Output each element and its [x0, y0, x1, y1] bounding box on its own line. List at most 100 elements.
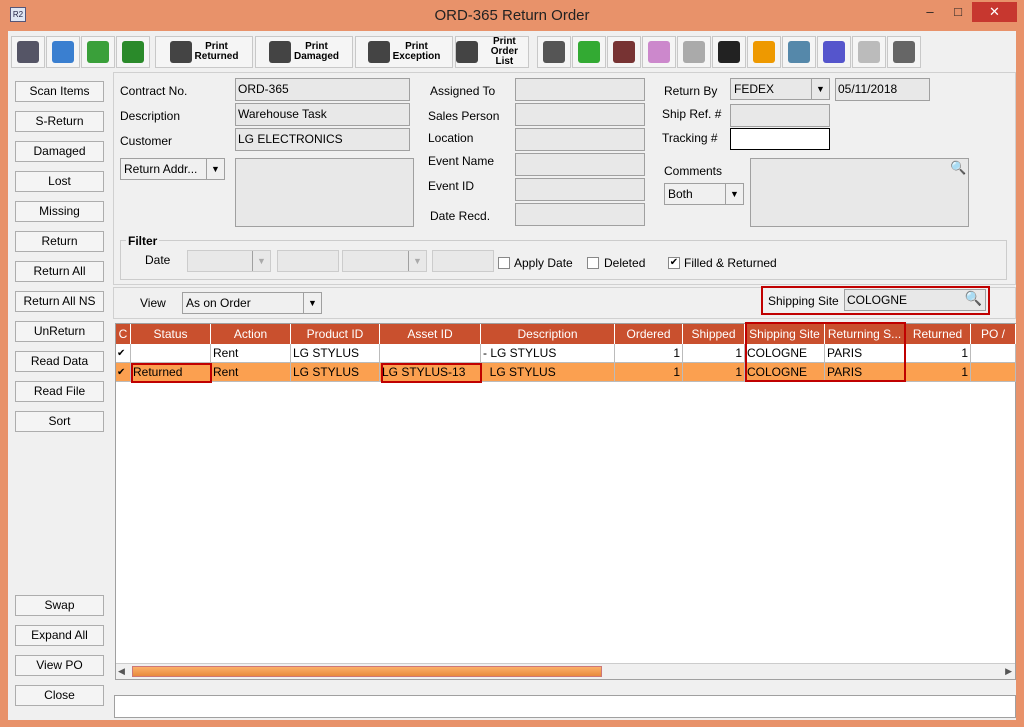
horizontal-scrollbar[interactable]: ◀ ▶: [116, 663, 1015, 679]
column-header-ordered[interactable]: Ordered: [615, 324, 683, 344]
address-field[interactable]: [235, 158, 414, 227]
return-all-button[interactable]: Return All: [15, 261, 104, 282]
tracking-field[interactable]: [730, 128, 830, 150]
return-button[interactable]: Return: [15, 231, 104, 252]
filled-returned-checkbox[interactable]: ✔: [668, 257, 680, 269]
column-header-status[interactable]: Status: [131, 324, 211, 344]
print-button-2[interactable]: Print Exception: [355, 36, 453, 68]
cell-returned: 1: [905, 363, 971, 382]
truck-button[interactable]: [887, 36, 921, 68]
date-type-select[interactable]: ▼: [187, 250, 271, 272]
cell-ordered: 1: [615, 344, 683, 363]
maximize-button[interactable]: □: [954, 4, 962, 19]
items-grid[interactable]: C Status Action Product ID Asset ID Descripti…: [115, 322, 1016, 680]
return-all-ns-button[interactable]: Return All NS: [15, 291, 104, 312]
read-data-button[interactable]: Read Data: [15, 351, 104, 372]
date-to-select[interactable]: ▼: [342, 250, 427, 272]
column-header-asset[interactable]: Asset ID: [380, 324, 481, 344]
ship-ref-field[interactable]: [730, 104, 830, 127]
cell-description: LG STYLUS: [481, 363, 615, 382]
column-header-c[interactable]: C: [116, 324, 131, 344]
print-button-3[interactable]: Print Order List: [455, 36, 529, 68]
column-header-product[interactable]: Product ID: [291, 324, 380, 344]
scanner-error-button[interactable]: [607, 36, 641, 68]
column-header-description[interactable]: Description: [481, 324, 615, 344]
view-po-button[interactable]: View PO: [15, 655, 104, 676]
zoom-button[interactable]: [116, 36, 150, 68]
printer-button[interactable]: [46, 36, 80, 68]
search-icon[interactable]: 🔍: [950, 160, 967, 175]
lost-button[interactable]: Lost: [15, 171, 104, 192]
date-to-field[interactable]: [432, 250, 494, 272]
unreturn-button[interactable]: UnReturn: [15, 321, 104, 342]
event-id-field[interactable]: [515, 178, 645, 201]
clock-button[interactable]: [852, 36, 886, 68]
contract-field[interactable]: ORD-365: [235, 78, 410, 101]
print-label-line2: Order List: [490, 46, 518, 67]
minimize-button[interactable]: –: [926, 4, 934, 19]
missing-button[interactable]: Missing: [15, 201, 104, 222]
date-recd-field[interactable]: [515, 203, 645, 226]
expand-all-button[interactable]: Expand All: [15, 625, 104, 646]
sales-person-field[interactable]: [515, 103, 645, 126]
cell-description: - LG STYLUS: [481, 344, 615, 363]
return-address-select[interactable]: Return Addr... ▼: [120, 158, 225, 180]
filter-check-button[interactable]: [712, 36, 746, 68]
scroll-right-icon[interactable]: ▶: [1005, 666, 1012, 676]
print-label: Print Exception: [393, 42, 441, 62]
print-label-line2: Returned: [194, 51, 239, 62]
cell-c[interactable]: ✔: [116, 363, 131, 382]
search-icon[interactable]: 🔍: [964, 290, 982, 306]
location-field[interactable]: [515, 128, 645, 151]
apply-date-checkbox[interactable]: [498, 257, 510, 269]
read-file-button[interactable]: Read File: [15, 381, 104, 402]
scan-items-button[interactable]: Scan Items: [15, 81, 104, 102]
assigned-to-field[interactable]: [515, 78, 645, 101]
swap-button[interactable]: Swap: [15, 595, 104, 616]
column-header-po[interactable]: PO /: [971, 324, 1016, 344]
comments-field[interactable]: [750, 158, 969, 227]
color-grid-button[interactable]: [817, 36, 851, 68]
return-by-select[interactable]: FEDEX ▼: [730, 78, 830, 100]
comments-select[interactable]: Both ▼: [664, 183, 744, 205]
warning-document-icon: [753, 41, 775, 63]
warning-document-button[interactable]: [747, 36, 781, 68]
scrollbar-thumb[interactable]: [132, 666, 602, 677]
shipping-site-field[interactable]: COLOGNE 🔍: [844, 289, 986, 311]
cell-c[interactable]: ✔: [116, 344, 131, 363]
column-header-action[interactable]: Action: [211, 324, 291, 344]
location-label: Location: [428, 131, 474, 145]
print-button-0[interactable]: Print Returned: [155, 36, 253, 68]
truck-icon: [893, 41, 915, 63]
damaged-button[interactable]: Damaged: [15, 141, 104, 162]
sort-button[interactable]: Sort: [15, 411, 104, 432]
return-date-field[interactable]: 05/11/2018: [835, 78, 930, 101]
description-field[interactable]: Warehouse Task: [235, 103, 410, 126]
refresh-button[interactable]: [81, 36, 115, 68]
binoculars-button[interactable]: [11, 36, 45, 68]
cell-status: [131, 344, 211, 363]
close-button[interactable]: Close: [15, 685, 104, 706]
cell-action: Rent: [211, 344, 291, 363]
column-header-ship_site[interactable]: Shipping Site: [745, 324, 825, 344]
table-row[interactable]: ✔ Rent LG STYLUS - LG STYLUS 1 1 COLOGNE PARIS 1: [116, 344, 1016, 363]
view-select[interactable]: As on Order ▼: [182, 292, 322, 314]
close-window-button[interactable]: ✕: [972, 2, 1017, 22]
app-logo: R2: [10, 7, 26, 22]
chevron-down-icon: ▼: [811, 79, 829, 99]
column-header-returned[interactable]: Returned: [905, 324, 971, 344]
s-return-button[interactable]: S-Return: [15, 111, 104, 132]
add-remove-button[interactable]: [572, 36, 606, 68]
scanner-list-button[interactable]: [537, 36, 571, 68]
column-header-shipped[interactable]: Shipped: [683, 324, 745, 344]
date-from-field[interactable]: [277, 250, 339, 272]
edit-notes-button[interactable]: [782, 36, 816, 68]
scroll-left-icon[interactable]: ◀: [118, 666, 125, 676]
print-button-1[interactable]: Print Damaged: [255, 36, 353, 68]
customer-field[interactable]: LG ELECTRONICS: [235, 128, 410, 151]
schedule-button[interactable]: [642, 36, 676, 68]
deleted-checkbox[interactable]: [587, 257, 599, 269]
scanner-list-icon: [543, 41, 565, 63]
event-name-field[interactable]: [515, 153, 645, 176]
filter-down-button[interactable]: [677, 36, 711, 68]
